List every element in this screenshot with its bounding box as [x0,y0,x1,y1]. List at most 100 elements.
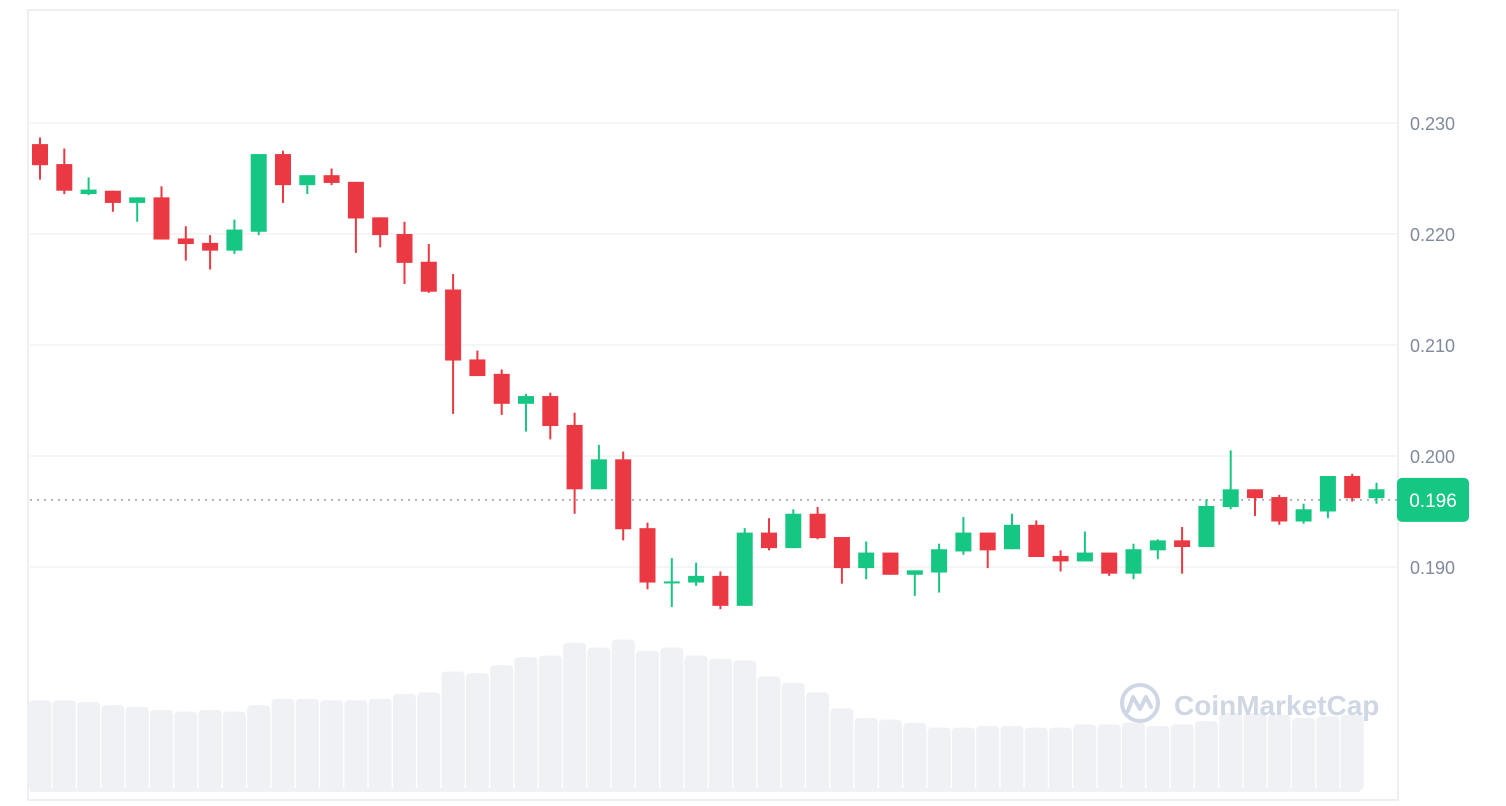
volume-bar [830,708,854,790]
candle-down [420,243,437,293]
candle-down [469,350,486,377]
volume-bar [951,727,975,790]
candle-down [177,226,194,261]
candle-down [32,137,48,180]
watermark-text: CoinMarketCap [1174,690,1379,721]
candle-down [493,369,510,415]
candle-up [590,444,607,490]
current-price-badge: 0.196 [1397,477,1469,522]
volume-bar [465,673,489,790]
volume-bar [295,698,319,790]
volume-bar [28,700,52,790]
candle-up [955,517,972,555]
volume-bar [854,718,878,790]
volume-bar [344,700,368,790]
volume-bar [247,705,271,790]
y-axis-tick-label: 0.210 [1410,336,1455,356]
volume-bar [441,671,465,790]
volume-bar [660,647,684,790]
candle-down [882,552,899,575]
volume-bar [174,711,198,790]
candle-down [1271,494,1288,525]
volume-bar [1000,726,1024,790]
candle-down [56,148,73,195]
volume-bar [417,692,441,790]
volume-bar [1049,727,1073,790]
candle-up [299,175,316,195]
candle-down [979,532,996,569]
candle-down [275,150,291,203]
y-axis-tick-label: 0.200 [1410,447,1455,467]
volume-bar [781,682,805,790]
candle-down [445,273,462,414]
candle-up [785,509,802,549]
volume-bar [927,727,951,790]
volume-bar [125,706,149,790]
volume-bar [976,726,1000,790]
volume-bar [320,700,344,790]
candle-up [1295,503,1312,524]
candle-down [1028,520,1045,558]
candle-up [1198,499,1215,548]
candle-up [1149,539,1166,560]
volume-bar [1243,713,1267,790]
candle-up [80,177,97,196]
candle-up [518,393,534,432]
volume-bar [1146,726,1170,790]
volume-bar [198,710,222,790]
volume-bar [1340,714,1364,790]
candle-down [202,235,219,270]
candle-down [1101,552,1118,576]
candle-down [153,186,170,240]
y-axis-tick-label: 0.190 [1410,558,1455,578]
volume-bar [77,702,101,790]
candle-down [1052,550,1069,572]
volume-bar [903,722,927,790]
candle-up [250,154,267,236]
coinmarketcap-logo-icon [1120,683,1160,723]
candle-up [1004,513,1020,550]
candle-down [372,217,389,248]
volume-bar [1024,727,1048,790]
volume-bar [490,665,514,790]
volume-bar [636,650,659,790]
candle-up [858,541,875,580]
volume-bar [52,700,76,790]
candle-down [1247,489,1263,516]
candle-down [542,392,559,440]
volume-bar [271,698,295,790]
volume-bar [538,655,562,790]
candle-up [688,562,705,586]
candle-down [104,190,121,212]
volume-bar [1073,724,1097,790]
volume-bar [1194,721,1218,790]
candle-down [712,571,729,610]
volume-bar [222,711,246,790]
volume-bar [611,639,635,790]
volume-bar [733,660,757,790]
volume-bar [879,719,902,790]
volume-bar [1316,716,1340,790]
volume-bar [708,658,732,790]
candle-down [615,451,632,541]
candle-up [663,558,680,607]
volume-bars [28,639,1364,792]
volume-bar [368,698,392,790]
candle-down [566,412,583,514]
candle-up [1368,482,1385,504]
volume-bar [1170,724,1194,790]
candle-down [833,537,850,584]
volume-bar [1219,713,1243,790]
volume-bar [101,705,125,790]
volume-bar [393,694,416,790]
volume-bar [757,676,781,790]
candle-down [396,221,413,284]
y-axis-tick-label: 0.230 [1410,114,1455,134]
candle-up [1319,475,1336,519]
candle-up [1222,450,1239,510]
volume-bar [1292,718,1316,790]
candle-down [1344,473,1361,502]
volume-bar [1267,714,1291,790]
